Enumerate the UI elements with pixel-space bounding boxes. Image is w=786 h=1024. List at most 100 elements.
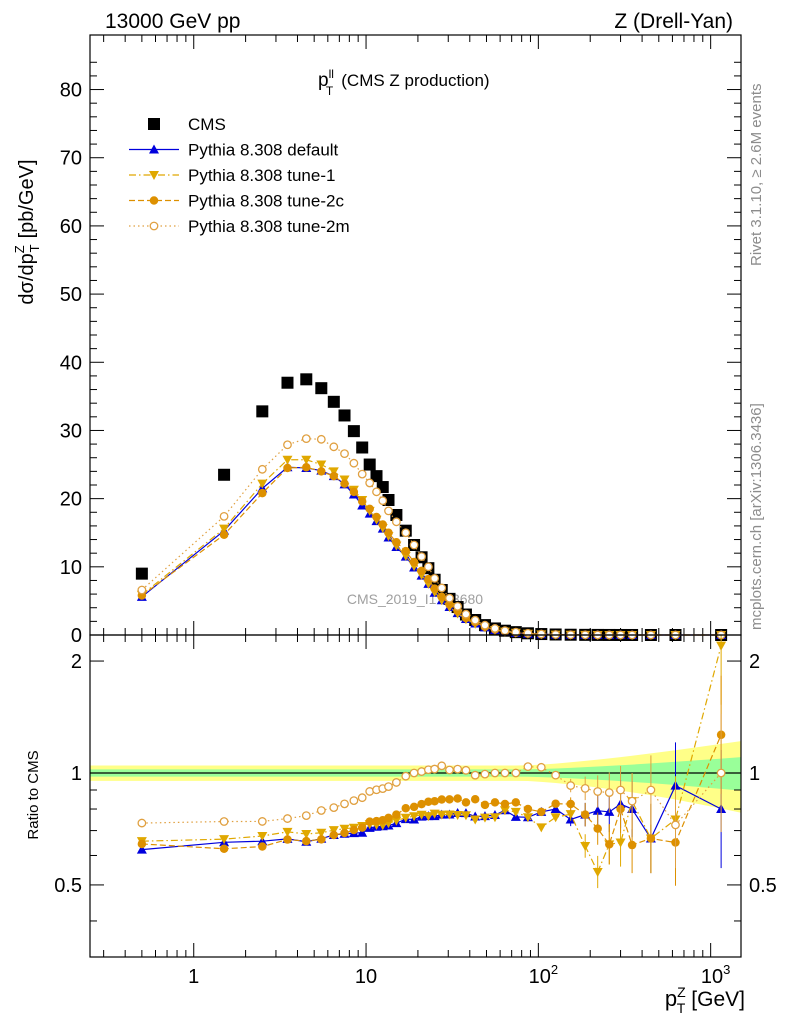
ratio-point-4 <box>511 768 521 778</box>
data-point-4 <box>340 449 349 459</box>
ratio-point-3 <box>551 799 560 808</box>
ratio-point-3 <box>500 799 510 809</box>
ratio-point-4 <box>604 788 614 797</box>
ratio-point-2 <box>316 828 327 838</box>
legend-label-2: Pythia 8.308 tune-1 <box>188 166 335 185</box>
ratio-point-4 <box>646 785 656 795</box>
ratio-point-2 <box>328 826 339 836</box>
rivet-label: Rivet 3.1.10, ≥ 2.6M events <box>748 84 765 267</box>
ratio-point-3 <box>317 835 326 844</box>
data-point-0 <box>356 441 369 454</box>
ratio-tick-label-right: 2 <box>749 651 760 673</box>
ratio-point-2 <box>460 811 471 821</box>
data-point-4 <box>329 442 339 452</box>
ratio-point-2 <box>409 812 420 822</box>
data-point-4 <box>137 585 147 595</box>
ratio-point-4 <box>137 818 147 828</box>
y-tick-label: 40 <box>60 352 82 374</box>
data-point-0 <box>300 373 313 386</box>
data-point-4 <box>417 552 426 561</box>
data-point-4 <box>365 478 375 488</box>
data-point-4 <box>511 627 521 637</box>
ratio-point-2 <box>522 813 533 823</box>
ratio-point-2 <box>550 813 561 823</box>
data-point-4 <box>349 458 359 468</box>
ratio-point-4 <box>340 799 349 809</box>
ratio-point-4 <box>391 778 401 787</box>
y-tick-label: 50 <box>60 284 82 306</box>
ratio-point-3 <box>329 830 339 840</box>
data-point-0 <box>315 382 328 395</box>
tick-labels: 0 10 20 30 40 50 60 70 80 0.5 0.5 1 1 2 2 1 10 102 103 <box>54 80 777 988</box>
y-tick-label: 70 <box>60 148 82 170</box>
data-point-4 <box>480 620 490 630</box>
data-point-4 <box>391 517 401 527</box>
ratio-point-1 <box>136 844 147 854</box>
ratio-tick-label: 0.5 <box>54 875 82 897</box>
ratio-point-2 <box>301 830 312 840</box>
ratio-point-2 <box>592 867 603 877</box>
ratio-point-2 <box>423 812 434 822</box>
ratio-point-2 <box>219 835 230 845</box>
ratio-point-3 <box>470 794 480 804</box>
data-point-3 <box>401 546 411 556</box>
data-point-3 <box>409 557 419 567</box>
ratio-point-4 <box>490 768 500 778</box>
data-point-0 <box>347 425 360 438</box>
ratio-point-4 <box>219 817 229 826</box>
ratio-point-3 <box>566 799 575 809</box>
legend-label-3: Pythia 8.308 tune-2c <box>188 192 344 211</box>
x-tick-label: 1 <box>188 966 199 988</box>
data-point-4 <box>523 628 533 638</box>
ratio-point-2 <box>282 827 293 837</box>
x-axis-label: pZ T [GeV] <box>665 984 745 1016</box>
x-tick-label: 103 <box>701 962 730 988</box>
y-tick-label: 80 <box>60 80 82 102</box>
ratio-point-3 <box>523 804 533 814</box>
ratio-point-3 <box>511 798 521 807</box>
ratio-point-2 <box>565 810 576 820</box>
ratio-point-2 <box>536 823 547 833</box>
ratio-y-axis-label: Ratio to CMS <box>25 750 42 839</box>
ratio-point-3 <box>580 810 590 819</box>
data-point-4 <box>445 593 454 603</box>
y-tick-label: 30 <box>60 420 82 442</box>
legend-marker-1 <box>149 144 159 154</box>
ratio-point-4 <box>461 765 471 775</box>
ratio-point-4 <box>349 796 359 806</box>
data-point-3 <box>430 584 439 593</box>
ratio-point-4 <box>384 782 393 791</box>
ratio-point-4 <box>257 817 267 826</box>
y-tick-label: 60 <box>60 216 82 238</box>
ratio-point-2 <box>580 841 591 851</box>
data-point-4 <box>461 609 471 619</box>
ratio-point-1 <box>550 804 561 814</box>
ratio-point-2 <box>257 832 268 842</box>
data-point-4 <box>378 496 388 506</box>
data-point-4 <box>470 615 480 625</box>
ratio-point-4 <box>445 765 454 775</box>
ratio-point-2 <box>510 807 521 817</box>
ratio-line-2 <box>141 645 722 874</box>
y-tick-label: 20 <box>60 489 82 511</box>
ratio-point-4 <box>430 764 440 774</box>
ratio-point-3 <box>365 817 374 826</box>
ratio-point-4 <box>671 820 680 830</box>
ratio-point-1 <box>592 805 603 815</box>
ratio-point-3 <box>409 802 419 812</box>
ratio-point-3 <box>302 836 311 846</box>
data-point-3 <box>365 504 374 514</box>
ratio-point-4 <box>437 761 447 771</box>
ratio-point-3 <box>453 794 462 803</box>
plot-title: pll T(CMS Z production) <box>318 67 490 98</box>
ratio-point-4 <box>357 793 367 803</box>
ratio-point-4 <box>551 770 561 780</box>
ratio-point-3 <box>372 816 381 826</box>
data-point-3 <box>437 592 446 602</box>
ratio-point-4 <box>480 769 490 779</box>
ratio-point-4 <box>580 783 590 793</box>
ratio-point-3 <box>480 800 490 810</box>
data-point-3 <box>258 488 267 498</box>
data-point-4 <box>401 528 411 538</box>
